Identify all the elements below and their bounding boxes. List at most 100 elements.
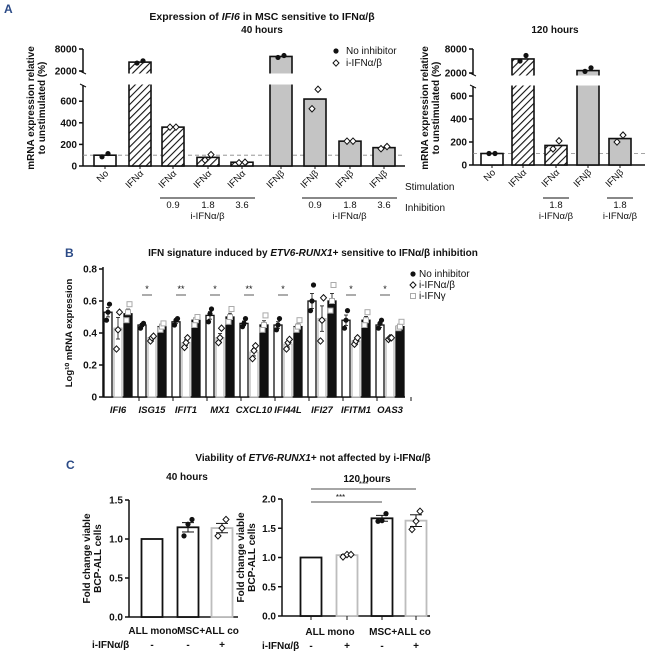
data-point	[310, 282, 317, 288]
data-point	[314, 85, 322, 94]
y-tick-label: 200	[60, 140, 77, 151]
bar-no-inhibitor	[205, 314, 215, 398]
data-point	[307, 308, 314, 314]
data-point	[115, 308, 124, 317]
data-point	[134, 60, 140, 66]
inhibition-row-label: Inhibition	[405, 203, 445, 214]
data-point	[105, 150, 111, 157]
inhibition-dose: 1.8	[613, 200, 626, 211]
y-tick-label: 8000	[55, 45, 78, 56]
x-tick-label: No	[482, 167, 498, 183]
y-tick-label: 400	[60, 118, 77, 129]
data-point	[344, 308, 351, 314]
y-tick-label: 600	[450, 92, 467, 103]
data-point	[251, 341, 260, 350]
legend-label: No inhibitor	[419, 269, 470, 280]
bar	[370, 517, 394, 617]
data-point	[275, 54, 281, 61]
data-point	[235, 158, 243, 167]
data-point	[99, 154, 105, 160]
bar	[338, 140, 362, 167]
axis-break-gap	[127, 73, 153, 85]
y-tick-label: 1.0	[109, 535, 123, 546]
data-point	[309, 298, 315, 304]
data-point	[364, 309, 371, 316]
chart-a-40h: Expression of IFI6 in MSC sensitive to I…	[26, 11, 454, 222]
inhibition-dose: 3.6	[377, 200, 390, 211]
data-point	[378, 317, 385, 323]
inhibitor-group-label: i-IFNα/β	[332, 211, 367, 222]
x-tick-label: IFNβ	[604, 167, 627, 190]
chart-c-120h: 120 hours Fold change viable BCP-ALL cells…	[236, 474, 431, 652]
data-point	[191, 322, 198, 328]
group-label: ALL mono	[305, 627, 354, 638]
bar	[480, 152, 504, 166]
y-tick-label: 1.0	[262, 553, 276, 564]
data-point	[183, 333, 192, 342]
data-point	[172, 123, 180, 132]
data-point	[166, 123, 174, 132]
axis-break-mark	[469, 84, 477, 89]
inhibitor-sign: -	[380, 641, 383, 652]
data-point	[285, 335, 294, 344]
inhibition-dose: 0.9	[166, 200, 179, 211]
bar-i-ifng	[225, 316, 235, 398]
data-point	[225, 318, 232, 325]
y-tick-label: 0.5	[262, 582, 276, 593]
chart-subtitle: 40 hours	[241, 25, 283, 36]
legend-marker-no-inhibitor	[333, 48, 339, 54]
bar-no-inhibitor	[375, 324, 385, 398]
inhibitor-row-label: i-IFNα/β	[92, 640, 129, 651]
y-tick-label: 0.4	[83, 329, 97, 340]
data-point	[216, 333, 224, 342]
significance-label: *	[145, 284, 149, 294]
data-point	[227, 314, 233, 320]
y-tick-label: 0	[71, 162, 77, 173]
data-point	[308, 104, 316, 113]
data-point	[217, 324, 226, 333]
y-tick-label: 2000	[55, 67, 78, 78]
data-point	[517, 58, 523, 64]
x-tick-label: IFNα	[540, 167, 563, 190]
data-point	[486, 150, 492, 157]
axis-break-gap	[268, 73, 294, 85]
chart-title-part: Expression of	[149, 11, 221, 23]
x-tick-label: OAS3	[377, 405, 404, 416]
bar	[269, 55, 293, 167]
bar-i-ifng	[395, 325, 405, 398]
bar	[140, 538, 164, 618]
bar-i-ifng	[259, 324, 269, 398]
chart-subtitle: 120 hours	[343, 474, 391, 485]
y-axis-label: BCP-ALL cells	[93, 524, 104, 593]
data-point	[276, 316, 283, 322]
y-tick-label: 0	[91, 393, 97, 404]
data-point	[112, 345, 121, 353]
chart-title: Viability of ETV6-RUNX1+ not affected by…	[195, 453, 430, 464]
data-point	[383, 142, 391, 151]
bar-i-ifng	[123, 313, 133, 398]
data-point	[316, 337, 325, 345]
data-point	[106, 301, 113, 307]
y-axis-label: to unstimulated (%)	[37, 62, 48, 155]
chart-title-part: IFN signature induced by	[148, 248, 270, 259]
bar-i-ifnab	[351, 340, 361, 398]
data-point	[619, 131, 627, 140]
y-tick-label: 8000	[445, 45, 468, 56]
chart-title-part: + sensitive to IFNα/β inhibition	[333, 248, 478, 259]
data-point	[296, 317, 303, 324]
legend-marker-i-ifnab	[332, 59, 340, 67]
bar	[299, 556, 323, 617]
data-point	[329, 298, 335, 304]
data-point	[174, 316, 181, 322]
x-tick-label: No	[95, 168, 111, 184]
data-point	[383, 511, 389, 517]
x-tick-label: IFIT1	[175, 405, 197, 416]
data-point	[363, 317, 369, 324]
bar	[93, 154, 117, 167]
data-point	[330, 282, 337, 288]
y-tick-label: 400	[450, 115, 467, 126]
inhibition-dose: 3.6	[235, 200, 248, 211]
legend-label: i-IFNα/β	[419, 280, 455, 291]
y-tick-label: 1.5	[109, 496, 123, 507]
inhibitor-sign: -	[309, 641, 312, 652]
